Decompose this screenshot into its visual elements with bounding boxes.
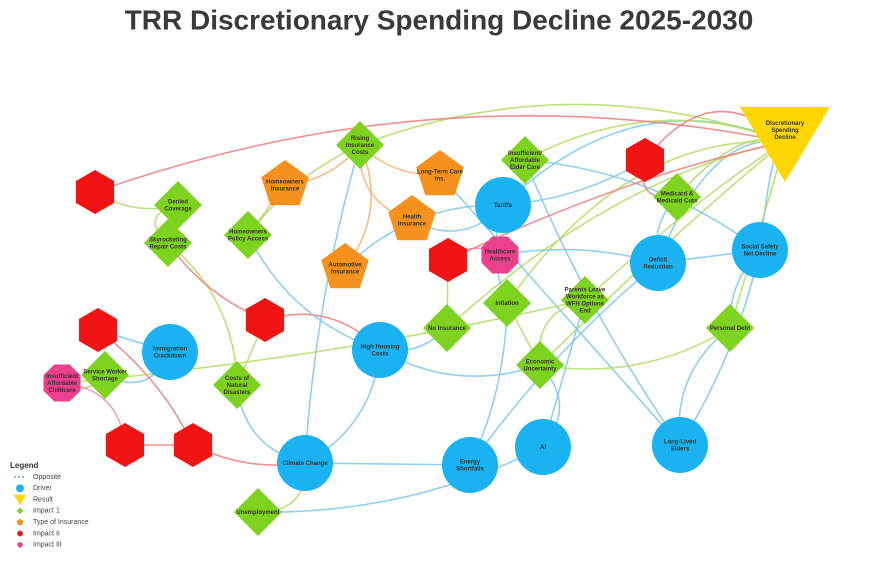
node-label: Deficit Reduction: [643, 257, 673, 270]
node-label: Rising Insurance Costs: [346, 136, 375, 156]
edge: [304, 143, 362, 464]
driver-node: [652, 417, 708, 473]
node-label: Healthcare Access: [485, 249, 516, 262]
impact1-node: [483, 279, 531, 327]
node-label: Health Insurance: [398, 214, 427, 227]
edge: [524, 119, 787, 161]
impact1-node: [516, 341, 564, 389]
impact2-node: [245, 298, 285, 342]
legend-item: Type of Insurance: [33, 519, 89, 526]
node-label: Economic Uncertainty: [523, 359, 557, 372]
legend-item: Impact 1: [33, 508, 60, 515]
impact2-node: [75, 170, 115, 214]
impact1-node: [154, 181, 202, 229]
node-label: Long-Lived Elders: [664, 439, 697, 452]
legend-item: Driver: [33, 485, 52, 492]
node-label: Service Worker Shortage: [83, 369, 127, 382]
impact2-node: [173, 423, 213, 467]
driver-node: [515, 419, 571, 475]
title: TRR Discretionary Spending Decline 2025-…: [125, 4, 754, 35]
impact2-node: [78, 308, 118, 352]
legend-item: Impact II: [33, 530, 60, 537]
insurance-node: [416, 150, 464, 196]
nodes: Discretionary Spending Decline Rising Insura…: [43, 107, 830, 536]
edge: [256, 446, 544, 517]
insurance-node: [321, 243, 369, 289]
node-label: Automotive Insurance: [329, 262, 363, 275]
driver-node: [142, 324, 198, 380]
insurance-node: [16, 518, 24, 525]
impact1-node: [561, 276, 609, 324]
node-label: Discretionary Spending Decline: [766, 121, 805, 141]
node-label: Parents Leave Workforce as WFH Options End: [565, 287, 606, 314]
legend-item: Opposite: [33, 474, 61, 481]
node-label: Skyrocketing Repair Costs: [149, 237, 187, 250]
impact3-node: [481, 236, 519, 274]
impact1-node: [336, 121, 384, 169]
edge: [469, 262, 660, 466]
node-label: No Insurance: [428, 326, 467, 332]
node-label: Costs of Natural Disasters: [223, 376, 251, 396]
node-label: Personal Debt: [710, 326, 750, 332]
edge: [584, 141, 787, 301]
impact1-node: [706, 304, 754, 352]
impact3-node: [17, 542, 23, 548]
driver-node: [732, 222, 788, 278]
impact2-node: [625, 138, 665, 182]
impact1-node: [501, 136, 549, 184]
driver-node: [442, 437, 498, 493]
impact2-node: [105, 423, 145, 467]
node-label: Inflation: [495, 301, 519, 307]
node-label: High Housing Costs: [361, 344, 400, 357]
legend: Legend Opposite Driver Result Impact 1 Type o…: [10, 461, 89, 549]
legend-item: Impact III: [33, 542, 62, 549]
impact1-node: [16, 507, 24, 515]
node-label: AI: [540, 445, 546, 451]
driver-node: [475, 177, 531, 233]
edge: [539, 327, 732, 370]
result-node: [740, 107, 830, 182]
impact1-node: [423, 304, 471, 352]
node-label: Medicard & Medicaid Cuts: [657, 191, 698, 204]
edge: [523, 156, 761, 251]
impact1-node: [234, 488, 282, 536]
node-label: Social Safety Net Decline: [741, 244, 779, 257]
edge: [94, 114, 787, 193]
node-label: Denied Coverage: [164, 199, 192, 212]
node-label: Homeowners Policy Access: [228, 229, 269, 242]
driver-node: [352, 322, 408, 378]
legend-item: Result: [33, 496, 53, 503]
insurance-node: [261, 160, 309, 206]
node-label: Homeowners Insurance: [266, 179, 304, 192]
legend-title: Legend: [10, 461, 39, 470]
node-label: Insufficient Affordable Childcare: [46, 374, 78, 394]
node-label: Tariffs: [494, 203, 513, 209]
node-label: Climate Change: [282, 461, 328, 467]
node-label: Insufficient/Affordable Elder Care: [508, 151, 542, 171]
impact1-node: [213, 361, 261, 409]
insurance-node: [388, 195, 436, 241]
driver-node: [16, 484, 24, 493]
impact3-node: [43, 364, 81, 402]
impact1-node: [81, 351, 129, 399]
driver-node: [277, 435, 333, 491]
impact2-node: [428, 238, 468, 282]
node-label: Unemployment: [236, 510, 279, 516]
node-label: Long-Term Care Ins.: [417, 169, 464, 182]
impact1-node: [653, 173, 701, 221]
result-node: [13, 494, 27, 506]
impact1-node: [144, 219, 192, 267]
impact1-node: [224, 211, 272, 259]
node-label: Immigration Crackdown: [153, 346, 188, 359]
edge: [359, 103, 787, 146]
node-label: Energy Shortfalls: [456, 459, 484, 472]
driver-node: [630, 235, 686, 291]
impact2-node: [17, 530, 23, 537]
